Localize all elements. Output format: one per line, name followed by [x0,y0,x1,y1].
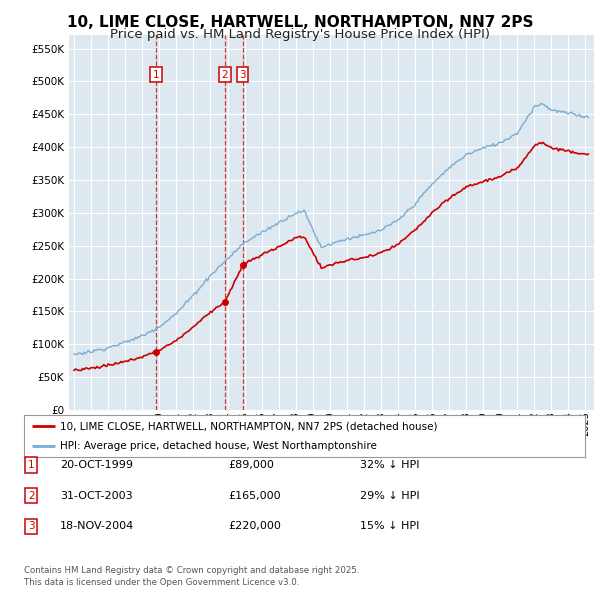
Text: 32% ↓ HPI: 32% ↓ HPI [360,460,419,470]
Text: 10, LIME CLOSE, HARTWELL, NORTHAMPTON, NN7 2PS: 10, LIME CLOSE, HARTWELL, NORTHAMPTON, N… [67,15,533,30]
Text: 1: 1 [28,460,35,470]
Text: 2: 2 [221,70,228,80]
Text: 10, LIME CLOSE, HARTWELL, NORTHAMPTON, NN7 2PS (detached house): 10, LIME CLOSE, HARTWELL, NORTHAMPTON, N… [61,421,438,431]
Text: £165,000: £165,000 [228,491,281,500]
Text: 18-NOV-2004: 18-NOV-2004 [60,522,134,531]
Text: Price paid vs. HM Land Registry's House Price Index (HPI): Price paid vs. HM Land Registry's House … [110,28,490,41]
Text: 3: 3 [239,70,246,80]
Text: Contains HM Land Registry data © Crown copyright and database right 2025.
This d: Contains HM Land Registry data © Crown c… [24,566,359,587]
Text: 20-OCT-1999: 20-OCT-1999 [60,460,133,470]
Text: £89,000: £89,000 [228,460,274,470]
Text: 2: 2 [28,491,35,500]
Text: 3: 3 [28,522,35,531]
Text: 29% ↓ HPI: 29% ↓ HPI [360,491,419,500]
Text: 15% ↓ HPI: 15% ↓ HPI [360,522,419,531]
Text: 1: 1 [152,70,159,80]
Text: HPI: Average price, detached house, West Northamptonshire: HPI: Average price, detached house, West… [61,441,377,451]
Text: 31-OCT-2003: 31-OCT-2003 [60,491,133,500]
Text: £220,000: £220,000 [228,522,281,531]
